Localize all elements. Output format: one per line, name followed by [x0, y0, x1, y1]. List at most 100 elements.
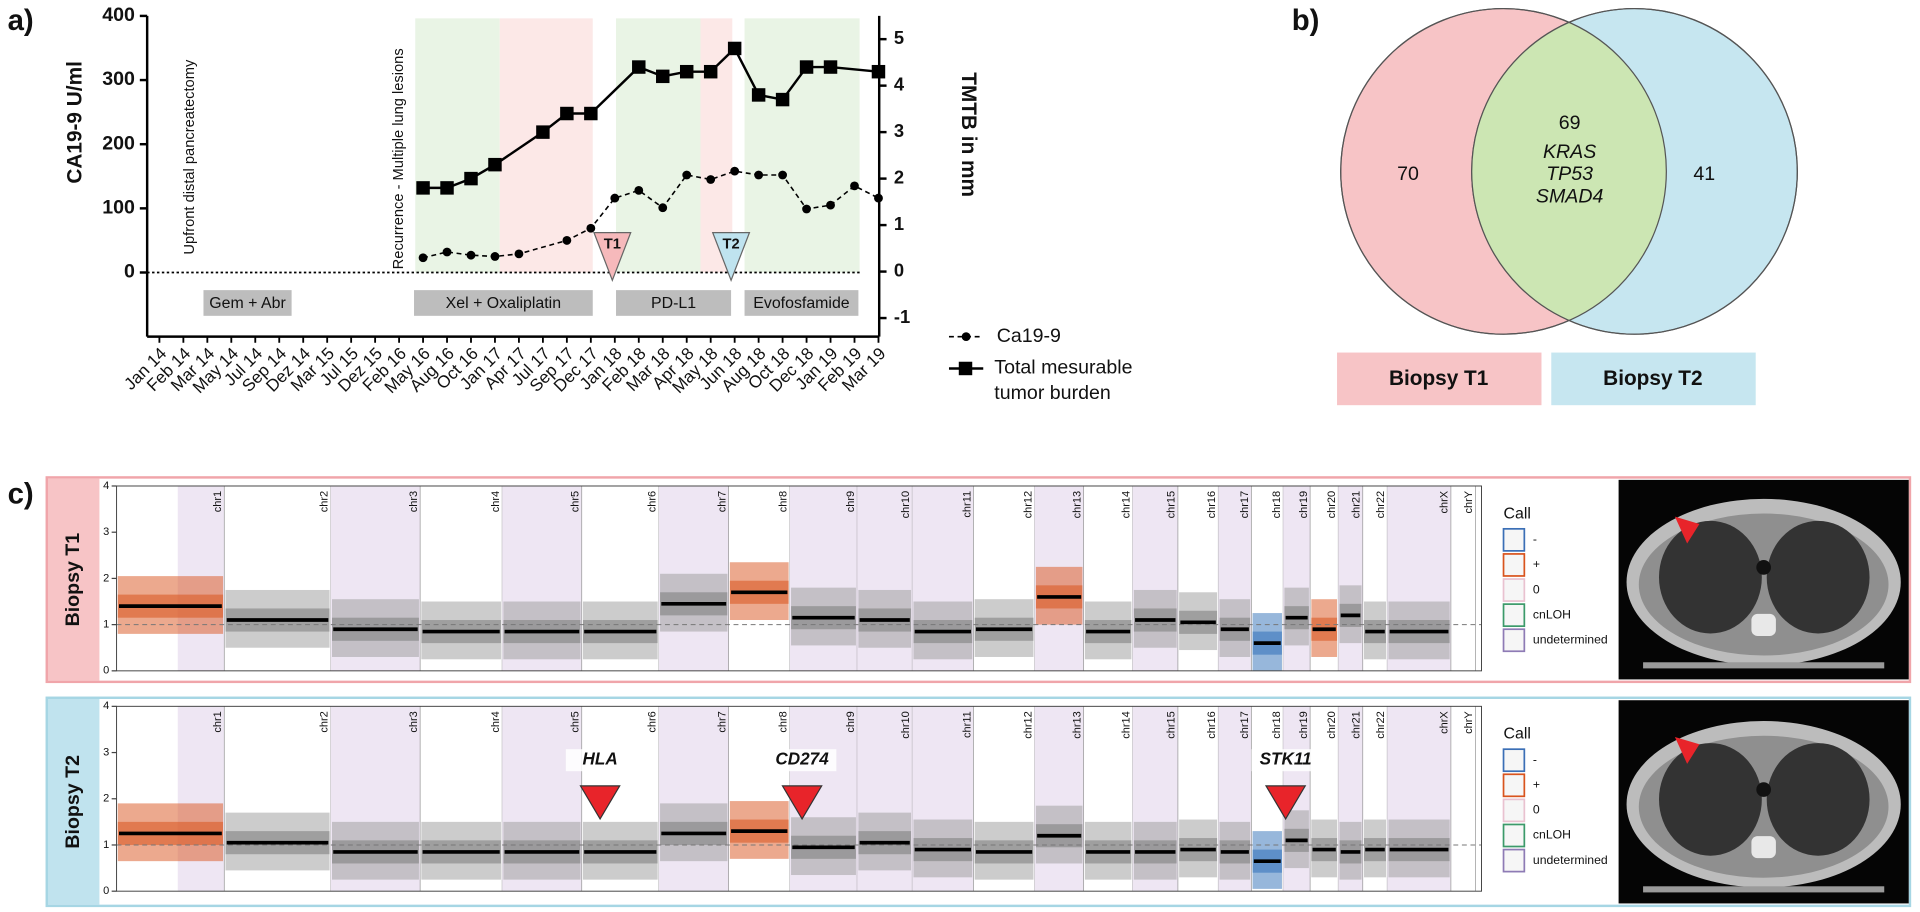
gene-marker — [579, 785, 621, 821]
chromosome-label: chrX — [1439, 490, 1451, 513]
ct-spine — [1751, 836, 1776, 859]
marker — [634, 185, 644, 195]
row-label-box — [48, 698, 100, 905]
chromosome-label: chrX — [1439, 711, 1451, 734]
y2-tick-label: 4 — [894, 73, 905, 94]
chromosome-label: chr15 — [1166, 711, 1178, 739]
marker — [464, 171, 478, 186]
y-tick-label: 3 — [103, 746, 109, 758]
y-tick-label: 4 — [103, 480, 109, 492]
chromosome-label: chr11 — [961, 711, 973, 738]
treatment-bar — [744, 290, 859, 316]
annotation: Recurrence - Multiple lung lesions — [391, 48, 407, 269]
marker — [416, 181, 430, 195]
treatment-bar — [203, 290, 292, 316]
y-tick-label: 200 — [102, 132, 135, 154]
timeline-chart: Gem + Abr Xel + Oxaliplatin PD-L1 Evofosfam… — [64, 4, 1133, 404]
y2-tick-label: 1 — [894, 213, 904, 234]
ct-lung — [1658, 520, 1762, 634]
ct-lung — [1766, 743, 1870, 856]
y-tick-label: 1 — [103, 839, 109, 851]
gene-label: STK11 — [1260, 749, 1312, 769]
chromosome-label: chr13 — [1071, 711, 1083, 739]
gene-label-bg — [767, 749, 837, 772]
legend-label: Ca19-9 — [997, 325, 1061, 347]
ct-lung — [1766, 520, 1870, 634]
treatment-label: Gem + Abr — [209, 295, 286, 312]
chromosome-label: chr4 — [490, 491, 502, 512]
chromosome-label: chr1 — [212, 711, 224, 732]
gene-marker — [1264, 785, 1307, 821]
treatment-bar — [616, 290, 732, 316]
chromosome-label: chr8 — [778, 711, 790, 732]
chromosome-label: chr22 — [1375, 711, 1387, 739]
legend-key — [1502, 848, 1526, 873]
venn-gene: TP53 — [1546, 163, 1593, 185]
chromosome-label: chr19 — [1298, 711, 1310, 739]
legend-label-box: Total mesurable tumor burden — [994, 357, 1133, 404]
chromosome-label: chr19 — [1298, 491, 1310, 519]
marker — [727, 41, 742, 56]
y2-tick-label: 2 — [894, 166, 904, 187]
chromosome-label: chr18 — [1271, 711, 1283, 739]
legend-label: - — [1533, 752, 1537, 766]
copy-number-panel: Biopsy T1 chr1 chr2 chr3 chr4 chr5 chr6 chr7 chr… — [45, 476, 1912, 908]
chromosome-label: chr3 — [408, 711, 420, 732]
marker — [730, 166, 740, 176]
legend-label: Total mesurable tumor burden — [994, 357, 1133, 404]
marker — [440, 181, 454, 195]
ct-spine — [1751, 613, 1776, 636]
y-tick-label: 4 — [103, 700, 109, 712]
treatment-period — [616, 18, 701, 273]
treatment-bar — [414, 290, 593, 316]
chromosome-label: chr20 — [1326, 491, 1338, 519]
marker — [562, 236, 572, 245]
panel-label: c) — [8, 478, 34, 511]
chromosome-label: chr15 — [1166, 491, 1178, 519]
treatment-period — [700, 18, 733, 273]
marker — [584, 106, 598, 121]
venn-label-box — [1551, 352, 1756, 406]
treatment-label: Xel + Oxaliplatin — [446, 295, 561, 312]
y-tick-label: 0 — [103, 665, 109, 677]
marker — [466, 250, 476, 260]
y-tick-label: 3 — [103, 526, 109, 538]
y2-tick-label: -1 — [894, 306, 910, 327]
panel-label: b) — [1292, 4, 1320, 37]
annotation: Upfront distal pancreatectomy — [182, 59, 198, 255]
chromosome-label: chr12 — [1022, 711, 1034, 739]
legend-key — [1502, 603, 1526, 628]
legend-title: Call — [1504, 726, 1531, 743]
gene-label: HLA — [582, 749, 617, 769]
marker — [823, 60, 838, 74]
chromosome-label: chr5 — [570, 491, 582, 512]
gene-label-bg — [565, 749, 635, 772]
chromosome-label: chr17 — [1239, 491, 1251, 519]
legend-key — [1502, 823, 1526, 848]
marker — [658, 203, 668, 213]
venn-label-box — [1337, 352, 1542, 406]
legend-key — [1502, 578, 1526, 602]
legend-key — [1502, 527, 1526, 552]
treatment-label: PD-L1 — [651, 295, 696, 312]
legend-label: + — [1533, 557, 1540, 571]
legend-label: 0 — [1533, 582, 1540, 596]
venn-count: 70 — [1397, 163, 1419, 185]
marker — [656, 69, 670, 84]
chromosome-band — [177, 706, 225, 892]
y-tick-label: 400 — [102, 4, 135, 26]
biopsy-marker — [711, 231, 751, 283]
marker — [706, 175, 716, 184]
chromosome-label: chr14 — [1120, 491, 1132, 519]
marker — [514, 249, 524, 259]
venn-gene: KRAS — [1543, 141, 1596, 163]
marker — [751, 88, 766, 102]
chromosome-label: chr11 — [961, 491, 973, 518]
chromosome-label: chr18 — [1271, 491, 1283, 519]
venn-count: 69 — [1559, 112, 1581, 134]
marker — [490, 252, 500, 261]
chromosome-label: chr5 — [570, 711, 582, 732]
ct-arrow — [1674, 736, 1700, 764]
legend-label: cnLOH — [1533, 607, 1571, 621]
chromosome-label: chr2 — [319, 711, 331, 732]
